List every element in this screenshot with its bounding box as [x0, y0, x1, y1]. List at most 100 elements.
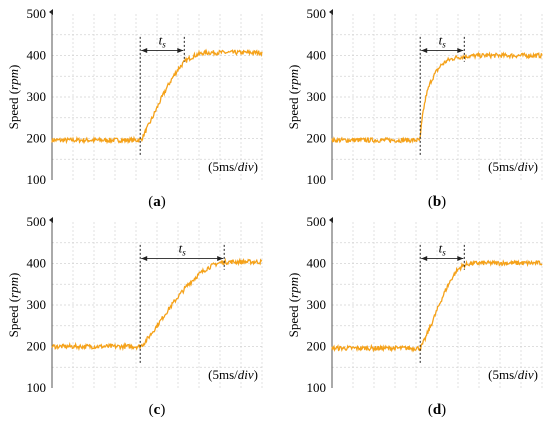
- caption-open: (: [148, 194, 153, 210]
- caption-letter: d: [433, 402, 442, 418]
- settling-time-label: ts: [439, 33, 447, 50]
- y-tick-label: 100: [307, 172, 327, 187]
- time-division-close: ): [534, 367, 538, 382]
- settling-time-subscript: s: [162, 40, 166, 50]
- y-axis-label: Speed (rpm): [286, 65, 301, 130]
- y-axis-label-main: Speed (: [6, 298, 21, 337]
- y-tick-label: 100: [27, 172, 47, 187]
- time-division-close: ): [254, 159, 258, 174]
- arrowhead-right-icon: [177, 48, 184, 54]
- y-tick-label: 100: [27, 380, 47, 395]
- arrowhead-left-icon: [141, 256, 148, 262]
- time-division-label: (5ms/div): [488, 159, 538, 174]
- y-tick-label: 300: [307, 89, 327, 104]
- time-division-value: (5ms/: [488, 159, 518, 174]
- y-tick-label: 500: [27, 6, 47, 21]
- settling-time-main: t: [159, 33, 163, 48]
- time-division-value: (5ms/: [208, 159, 238, 174]
- time-division-unit: div: [518, 159, 534, 174]
- arrowhead-right-icon: [457, 256, 464, 262]
- settling-time-subscript: s: [442, 40, 446, 50]
- arrowhead-left-icon: [421, 256, 428, 262]
- y-tick-label: 300: [307, 297, 327, 312]
- arrowhead-left-icon: [421, 48, 428, 54]
- axis-arrow-icon: [49, 9, 53, 15]
- time-division-unit: div: [518, 367, 534, 382]
- caption-close: ): [441, 194, 446, 210]
- panel-caption: (d): [428, 402, 446, 418]
- arrowhead-left-icon: [141, 48, 148, 54]
- y-axis-label-close: ): [6, 273, 21, 277]
- speed-series-line: [331, 51, 543, 144]
- time-division-unit: div: [238, 367, 254, 382]
- arrowhead-right-icon: [457, 48, 464, 54]
- y-axis-label-main: Speed (: [286, 90, 301, 129]
- time-division-label: (5ms/div): [488, 367, 538, 382]
- settling-time-label: ts: [159, 33, 167, 50]
- time-division-unit: div: [238, 159, 254, 174]
- settling-time-main: t: [439, 33, 443, 48]
- time-division-close: ): [534, 159, 538, 174]
- arrowhead-right-icon: [217, 256, 224, 262]
- speed-series-line: [331, 259, 543, 353]
- settling-time-subscript: s: [182, 248, 186, 258]
- y-tick-label: 200: [307, 339, 327, 354]
- axis-arrow-icon: [329, 217, 333, 223]
- y-axis-label-main: Speed (: [6, 90, 21, 129]
- caption-close: ): [441, 402, 446, 418]
- settling-time-main: t: [179, 241, 183, 256]
- y-axis-label: Speed (rpm): [286, 273, 301, 338]
- y-axis-label-unit: rpm: [286, 69, 301, 90]
- caption-letter: a: [153, 194, 161, 210]
- y-tick-label: 200: [27, 339, 47, 354]
- caption-letter: c: [154, 402, 161, 418]
- y-tick-label: 200: [307, 131, 327, 146]
- y-axis-label-unit: rpm: [6, 69, 21, 90]
- y-tick-label: 100: [307, 380, 327, 395]
- y-axis-label-close: ): [6, 65, 21, 69]
- settling-time-label: ts: [439, 241, 447, 258]
- y-tick-label: 200: [27, 131, 47, 146]
- speed-series-line: [51, 257, 263, 352]
- settling-time-subscript: s: [442, 248, 446, 258]
- y-tick-label: 400: [27, 256, 47, 271]
- panel-caption: (a): [148, 194, 166, 210]
- axis-arrow-icon: [329, 9, 333, 15]
- y-tick-label: 300: [27, 297, 47, 312]
- caption-open: (: [149, 402, 154, 418]
- y-tick-label: 500: [307, 6, 327, 21]
- time-division-label: (5ms/div): [208, 367, 258, 382]
- y-axis-label-unit: rpm: [6, 277, 21, 298]
- y-tick-label: 400: [27, 48, 47, 63]
- caption-open: (: [428, 402, 433, 418]
- caption-letter: b: [433, 194, 441, 210]
- speed-series-line: [51, 48, 263, 145]
- caption-open: (: [428, 194, 433, 210]
- panel-caption: (b): [428, 194, 446, 210]
- time-division-value: (5ms/: [208, 367, 238, 382]
- settling-time-main: t: [439, 241, 443, 256]
- y-tick-label: 500: [307, 214, 327, 229]
- y-axis-label-main: Speed (: [286, 298, 301, 337]
- caption-close: ): [160, 402, 165, 418]
- y-axis-label-close: ): [286, 65, 301, 69]
- y-axis-label-close: ): [286, 273, 301, 277]
- settling-time-label: ts: [179, 241, 187, 258]
- y-axis-label-unit: rpm: [286, 277, 301, 298]
- time-division-value: (5ms/: [488, 367, 518, 382]
- y-tick-label: 400: [307, 256, 327, 271]
- y-axis-label: Speed (rpm): [6, 65, 21, 130]
- time-division-close: ): [254, 367, 258, 382]
- axis-arrow-icon: [49, 217, 53, 223]
- panel-caption: (c): [149, 402, 166, 418]
- y-axis-label: Speed (rpm): [6, 273, 21, 338]
- caption-close: ): [161, 194, 166, 210]
- y-tick-label: 400: [307, 48, 327, 63]
- y-tick-label: 300: [27, 89, 47, 104]
- time-division-label: (5ms/div): [208, 159, 258, 174]
